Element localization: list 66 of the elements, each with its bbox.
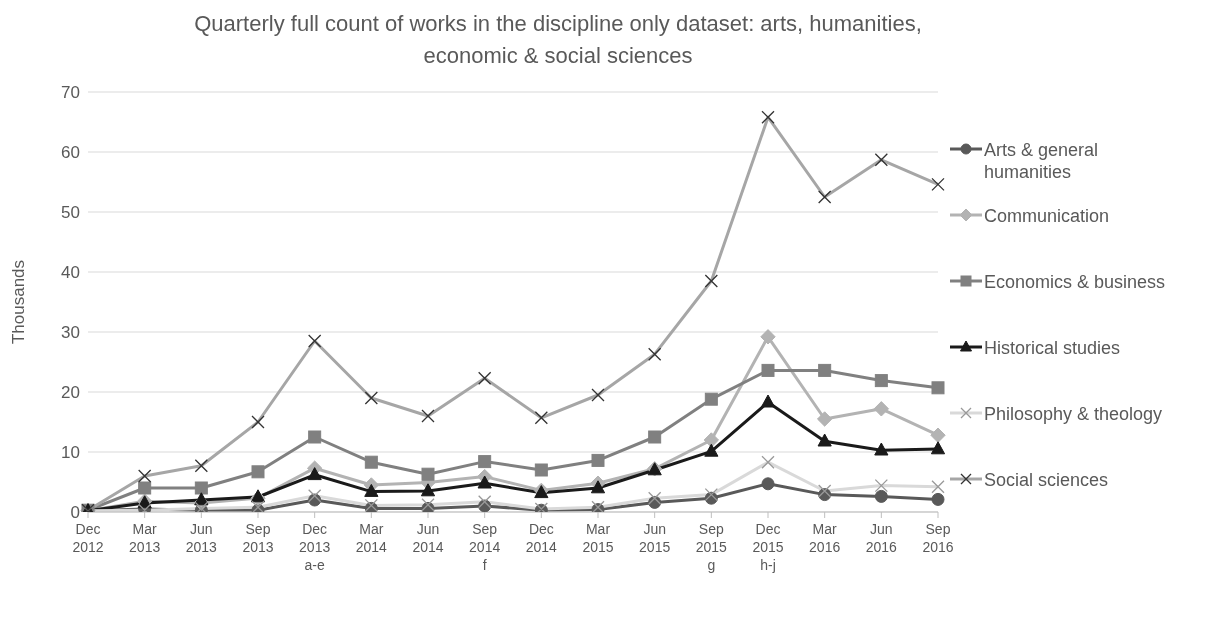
point	[194, 481, 208, 495]
chart-title: Quarterly full count of works in the discipline only dataset: arts, humanities, economic & social sciences	[193, 10, 923, 70]
point	[478, 455, 492, 469]
x-tick-label: Jun 2014	[412, 521, 444, 555]
legend-label: Philosophy & theology	[984, 403, 1164, 425]
point	[138, 481, 152, 495]
point	[874, 442, 889, 456]
y-tick-label: 40	[61, 263, 80, 283]
legend-label: Social sciences	[984, 469, 1110, 491]
y-tick-label: 0	[70, 503, 80, 523]
y-tick-label: 50	[61, 203, 80, 223]
legend-label: Historical studies	[984, 337, 1122, 359]
x-tick-label: Dec 2013 a-e	[299, 521, 331, 573]
y-tick-label: 70	[61, 83, 80, 103]
point	[590, 480, 606, 494]
point	[308, 430, 322, 444]
x-tick-label: Jun 2015	[639, 521, 671, 555]
y-axis-title: Thousands	[9, 259, 29, 345]
point	[591, 453, 605, 467]
point	[704, 392, 718, 406]
point	[931, 492, 945, 506]
point	[760, 329, 776, 345]
x-tick-label: Dec 2015 h-j	[752, 521, 784, 573]
point	[930, 441, 946, 455]
y-tick-label: 10	[61, 443, 80, 463]
legend-label: Communication	[984, 205, 1111, 227]
point	[364, 455, 378, 469]
x-tick-label: Mar 2013	[129, 521, 161, 555]
point	[817, 433, 832, 447]
x-tick-label: Sep 2015 g	[695, 521, 728, 573]
point	[307, 467, 322, 481]
x-tick-label: Mar 2014	[355, 521, 388, 555]
x-tick-label: Mar 2015	[582, 521, 614, 555]
point	[477, 475, 492, 489]
legend-label: Economics & business	[984, 271, 1167, 293]
x-tick-label: Sep 2014 f	[469, 521, 501, 573]
x-tick-label: Jun 2016	[865, 521, 898, 555]
y-tick-label: 60	[61, 143, 80, 163]
point	[420, 483, 436, 497]
point	[251, 465, 265, 479]
point	[873, 401, 890, 417]
point	[194, 492, 209, 506]
point	[818, 363, 832, 377]
point	[760, 394, 776, 408]
y-tick-label: 20	[61, 383, 80, 403]
point	[534, 463, 548, 477]
point	[648, 430, 662, 444]
x-tick-label: Sep 2013	[242, 521, 274, 555]
x-tick-label: Dec 2014	[525, 521, 558, 555]
point	[364, 483, 379, 497]
point	[874, 374, 888, 388]
point	[703, 432, 720, 448]
y-tick-label: 30	[61, 323, 80, 343]
point	[930, 427, 946, 443]
x-tick-label: Dec 2012	[72, 521, 104, 555]
point	[931, 381, 945, 395]
x-tick-label: Sep 2016	[922, 521, 954, 555]
point	[816, 411, 833, 427]
legend-label: Arts & general humanities	[984, 139, 1100, 183]
x-tick-label: Mar 2016	[809, 521, 841, 555]
point	[421, 467, 435, 481]
point	[761, 477, 775, 491]
x-tick-label: Jun 2013	[185, 521, 218, 555]
point	[761, 363, 775, 377]
point	[704, 443, 719, 457]
point	[874, 489, 888, 503]
